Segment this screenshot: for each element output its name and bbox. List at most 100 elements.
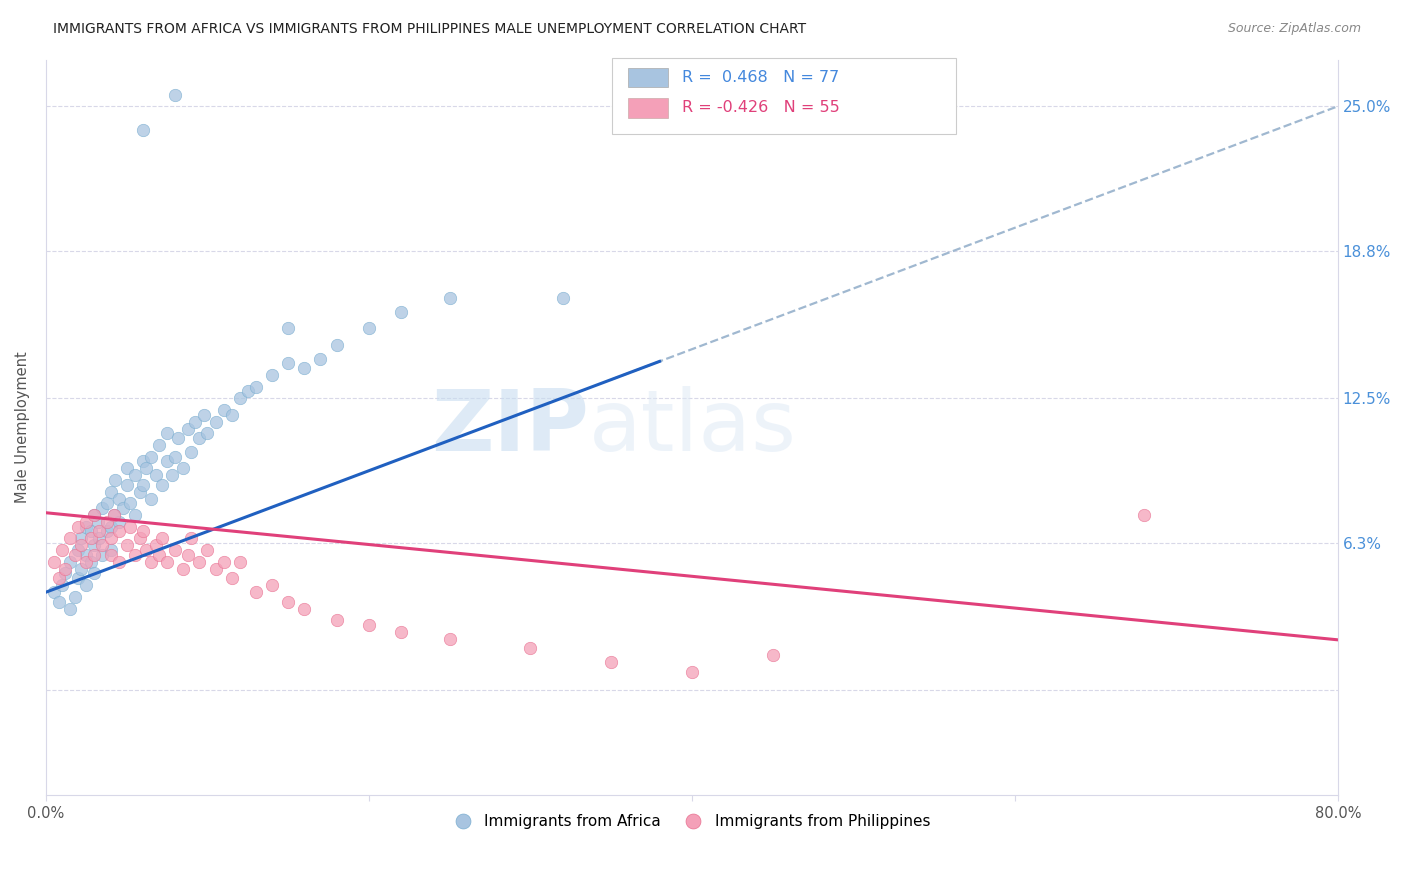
Legend: Immigrants from Africa, Immigrants from Philippines: Immigrants from Africa, Immigrants from …	[447, 807, 936, 836]
Text: Source: ZipAtlas.com: Source: ZipAtlas.com	[1227, 22, 1361, 36]
Point	[204, 415, 226, 429]
Point	[89, 532, 111, 546]
Point	[600, 655, 623, 669]
Point	[70, 562, 93, 576]
Point	[100, 520, 122, 534]
Point	[139, 491, 162, 506]
Point	[148, 548, 170, 562]
Point	[103, 508, 125, 522]
Point	[204, 562, 226, 576]
Point	[183, 415, 205, 429]
Point	[292, 601, 315, 615]
Point	[91, 501, 114, 516]
Point	[124, 508, 146, 522]
Point	[75, 515, 97, 529]
Point	[80, 532, 103, 546]
Point	[156, 454, 179, 468]
Text: ZIP: ZIP	[430, 386, 589, 469]
Point	[124, 548, 146, 562]
Point	[75, 548, 97, 562]
Point	[100, 548, 122, 562]
Point	[107, 524, 129, 539]
Text: R =  0.468   N = 77: R = 0.468 N = 77	[682, 70, 839, 85]
Point	[42, 585, 65, 599]
Point	[236, 384, 259, 399]
Point	[51, 578, 73, 592]
Point	[75, 578, 97, 592]
Point	[439, 632, 461, 646]
Point	[309, 351, 332, 366]
Point	[156, 426, 179, 441]
Point	[104, 473, 127, 487]
Point	[148, 438, 170, 452]
Point	[96, 515, 118, 529]
Point	[221, 408, 243, 422]
Point	[150, 477, 173, 491]
Point	[80, 555, 103, 569]
Point	[96, 524, 118, 539]
Point	[165, 450, 187, 464]
Point	[132, 524, 155, 539]
Point	[103, 508, 125, 522]
Point	[551, 291, 574, 305]
Point	[156, 555, 179, 569]
Point	[197, 426, 219, 441]
Point	[70, 538, 93, 552]
Point	[83, 538, 105, 552]
Point	[107, 491, 129, 506]
Point	[762, 648, 785, 663]
Point	[357, 321, 380, 335]
Point	[139, 555, 162, 569]
Point	[357, 618, 380, 632]
Point	[128, 532, 150, 546]
Point	[59, 555, 82, 569]
Point	[115, 538, 138, 552]
Point	[292, 360, 315, 375]
Point	[389, 305, 412, 319]
Point	[112, 501, 135, 516]
Point	[83, 548, 105, 562]
Point	[51, 543, 73, 558]
Point	[89, 524, 111, 539]
Point	[245, 379, 267, 393]
Point	[325, 613, 347, 627]
Point	[180, 445, 202, 459]
Point	[100, 543, 122, 558]
Y-axis label: Male Unemployment: Male Unemployment	[15, 351, 30, 503]
Point	[118, 496, 141, 510]
Point	[70, 532, 93, 546]
Point	[59, 532, 82, 546]
Point	[83, 508, 105, 522]
Point	[67, 520, 90, 534]
Point	[172, 562, 194, 576]
Point	[63, 548, 86, 562]
Point	[91, 548, 114, 562]
Point	[42, 555, 65, 569]
Point	[48, 594, 70, 608]
Point	[83, 508, 105, 522]
Point	[107, 555, 129, 569]
Point	[67, 571, 90, 585]
Point	[221, 571, 243, 585]
Point	[167, 431, 190, 445]
Point	[260, 368, 283, 382]
Point	[439, 291, 461, 305]
Point	[172, 461, 194, 475]
Point	[177, 422, 200, 436]
Point	[48, 571, 70, 585]
Point	[229, 555, 252, 569]
Point	[115, 461, 138, 475]
Point	[118, 520, 141, 534]
Point	[519, 641, 541, 656]
Point	[107, 515, 129, 529]
Point	[139, 450, 162, 464]
Point	[53, 566, 76, 581]
Point	[75, 520, 97, 534]
Point	[229, 392, 252, 406]
Point	[180, 532, 202, 546]
Point	[67, 543, 90, 558]
Point	[260, 578, 283, 592]
Point	[132, 122, 155, 136]
Point	[91, 538, 114, 552]
Point	[1133, 508, 1156, 522]
